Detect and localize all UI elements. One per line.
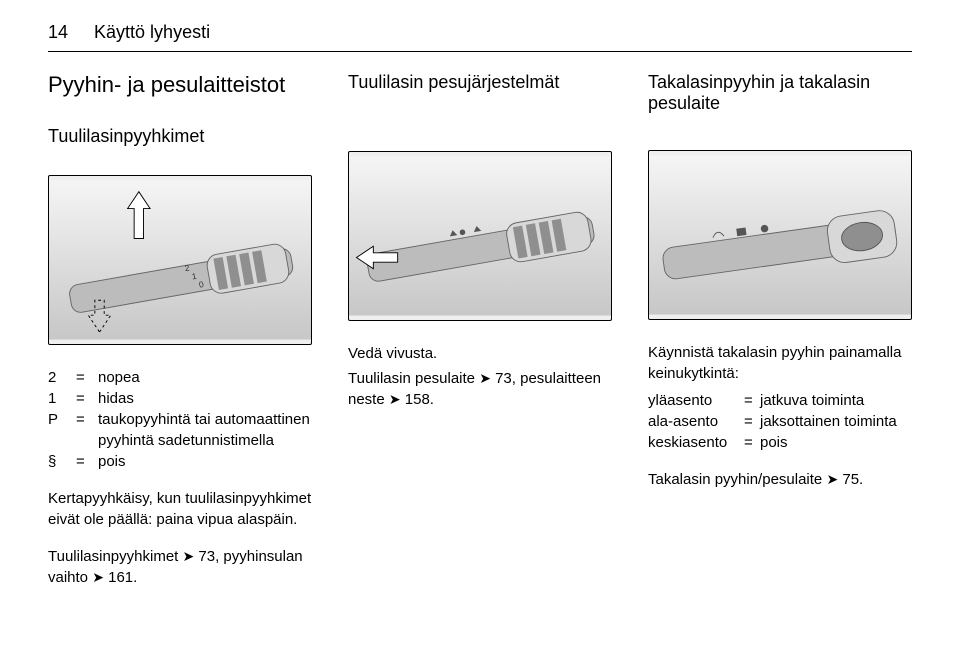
crossref-text: 158. bbox=[401, 391, 434, 408]
col1-paragraph: Kertapyyhkäisy, kun tuulilasinpyyhkimet … bbox=[48, 488, 312, 530]
col1-definitions: 2 = nopea 1 = hidas P = taukopyyhintä ta… bbox=[48, 367, 312, 472]
col1-crossref: Tuulilasinpyyhkimet ➤ 73, pyyhinsulan va… bbox=[48, 546, 312, 588]
columns: Pyyhin- ja pesulaitteistot Tuulilasinpyy… bbox=[48, 72, 912, 588]
col3-paragraph: Käynnistä takalasin pyyhin painamalla ke… bbox=[648, 342, 912, 384]
position-eq: = bbox=[744, 432, 760, 453]
wiper-stalk-icon: 2 1 0 bbox=[49, 176, 311, 344]
def-row: 2 = nopea bbox=[48, 367, 312, 388]
def-val: taukopyyhintä tai automaattinen pyyhintä… bbox=[98, 409, 312, 451]
column-1: Pyyhin- ja pesulaitteistot Tuulilasinpyy… bbox=[48, 72, 312, 588]
crossref-arrow-icon: ➤ bbox=[389, 391, 401, 407]
washer-stalk-icon bbox=[349, 152, 611, 320]
col3-crossref: Takalasin pyyhin/pesulaite ➤ 75. bbox=[648, 469, 912, 490]
table-row: ala-asento = jaksottainen toiminta bbox=[648, 411, 912, 432]
col2-heading: Tuulilasin pesujärjestelmät bbox=[348, 72, 612, 93]
def-key: 1 bbox=[48, 388, 68, 409]
page-header: 14 Käyttö lyhyesti bbox=[48, 22, 912, 43]
def-row: P = taukopyyhintä tai automaattinen pyyh… bbox=[48, 409, 312, 451]
def-eq: = bbox=[76, 451, 90, 472]
crossref-text: Tuulilasinpyyhkimet bbox=[48, 548, 183, 565]
def-key: § bbox=[48, 451, 68, 472]
page-number: 14 bbox=[48, 22, 68, 43]
position-key: ala-asento bbox=[648, 411, 744, 432]
header-rule bbox=[48, 51, 912, 52]
col2-paragraph: Vedä vivusta. bbox=[348, 343, 612, 364]
rear-wiper-stalk-icon bbox=[649, 151, 911, 319]
def-row: 1 = hidas bbox=[48, 388, 312, 409]
crossref-arrow-icon: ➤ bbox=[826, 471, 838, 487]
def-eq: = bbox=[76, 409, 90, 451]
position-val: jatkuva toiminta bbox=[760, 390, 912, 411]
def-val: pois bbox=[98, 451, 312, 472]
col1-illustration: 2 1 0 bbox=[48, 175, 312, 345]
section-title: Käyttö lyhyesti bbox=[94, 22, 210, 43]
col3-illustration bbox=[648, 150, 912, 320]
def-row: § = pois bbox=[48, 451, 312, 472]
position-val: pois bbox=[760, 432, 912, 453]
position-key: keskiasento bbox=[648, 432, 744, 453]
crossref-text: 75. bbox=[838, 471, 863, 488]
col1-heading: Pyyhin- ja pesulaitteistot bbox=[48, 72, 312, 98]
def-eq: = bbox=[76, 367, 90, 388]
position-eq: = bbox=[744, 390, 760, 411]
position-val: jaksottainen toiminta bbox=[760, 411, 912, 432]
column-3: Takalasinpyyhin ja takalasin pesulaite bbox=[648, 72, 912, 588]
table-row: keskiasento = pois bbox=[648, 432, 912, 453]
def-val: hidas bbox=[98, 388, 312, 409]
column-2: Tuulilasin pesujärjestelmät bbox=[348, 72, 612, 588]
def-eq: = bbox=[76, 388, 90, 409]
crossref-text: 161. bbox=[104, 569, 137, 586]
position-eq: = bbox=[744, 411, 760, 432]
def-key: 2 bbox=[48, 367, 68, 388]
def-val: nopea bbox=[98, 367, 312, 388]
col2-illustration bbox=[348, 151, 612, 321]
position-key: yläasento bbox=[648, 390, 744, 411]
crossref-arrow-icon: ➤ bbox=[183, 548, 195, 564]
table-row: yläasento = jatkuva toiminta bbox=[648, 390, 912, 411]
col1-subheading: Tuulilasinpyyhkimet bbox=[48, 126, 312, 147]
page: 14 Käyttö lyhyesti Pyyhin- ja pesulaitte… bbox=[0, 0, 960, 655]
crossref-arrow-icon: ➤ bbox=[479, 370, 491, 386]
crossref-arrow-icon: ➤ bbox=[92, 569, 104, 585]
crossref-text: Tuulilasin pesulaite bbox=[348, 370, 479, 387]
col2-crossref: Tuulilasin pesulaite ➤ 73, pesulaitteen … bbox=[348, 368, 612, 410]
col3-positions: yläasento = jatkuva toiminta ala-asento … bbox=[648, 390, 912, 453]
crossref-text: Takalasin pyyhin/pesulaite bbox=[648, 471, 826, 488]
def-key: P bbox=[48, 409, 68, 451]
col3-heading: Takalasinpyyhin ja takalasin pesulaite bbox=[648, 72, 912, 114]
